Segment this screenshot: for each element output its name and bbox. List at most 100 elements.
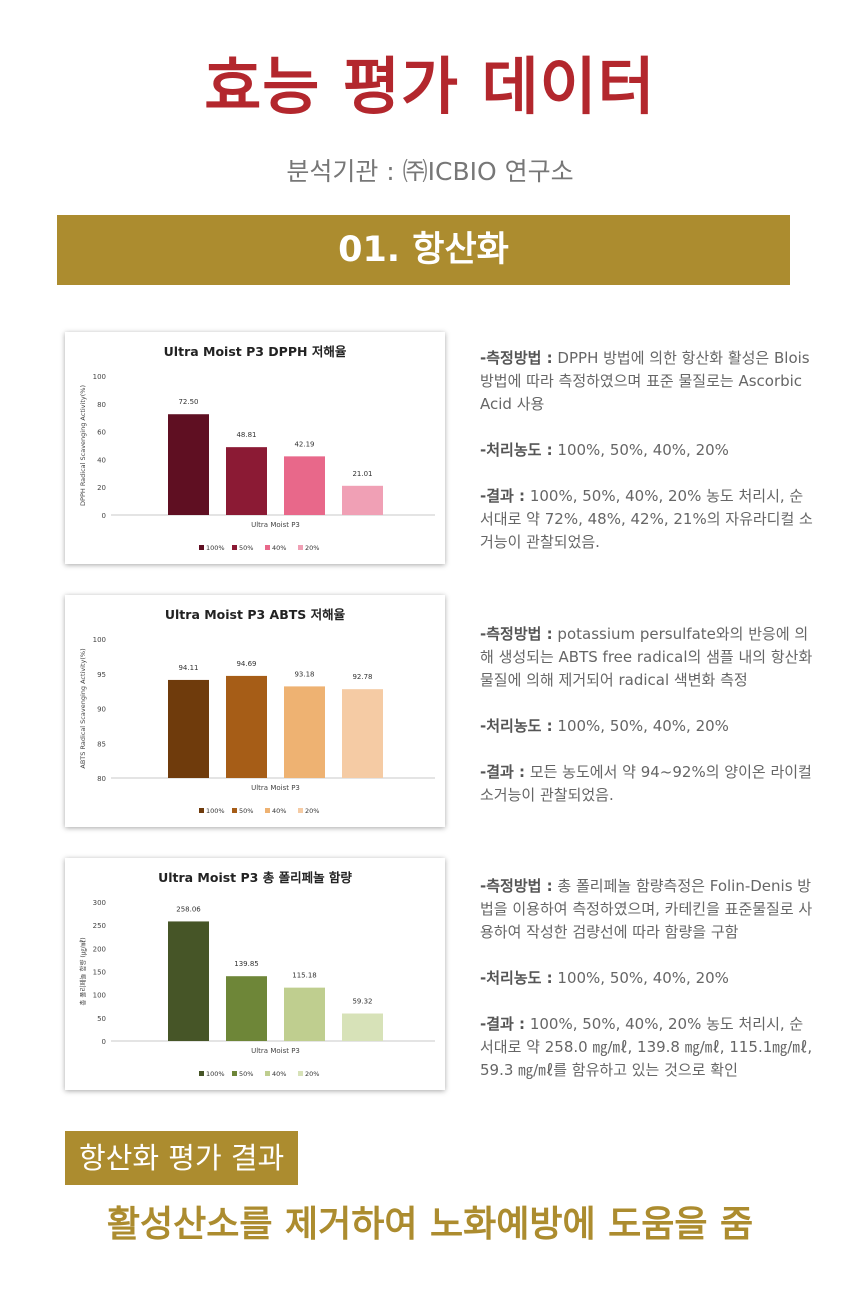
legend-label: 50% — [239, 1070, 253, 1078]
data-label: 94.69 — [236, 660, 256, 668]
legend-label: 100% — [206, 1070, 225, 1078]
y-tick-label: 200 — [93, 945, 106, 953]
chart-title: Ultra Moist P3 ABTS 저해율 — [165, 607, 346, 622]
dpph-chart: Ultra Moist P3 DPPH 저해율 0 20 40 60 80 100 DPPH … — [79, 344, 435, 552]
y-tick-label: 300 — [93, 899, 106, 907]
bar-40pct — [284, 456, 325, 515]
chart-card-polyphenol: Ultra Moist P3 총 폴리페놀 함량 0 50 100 150 200 250 3… — [65, 858, 445, 1090]
method-label: -측정방법 : — [480, 349, 553, 367]
legend-label: 50% — [239, 807, 253, 815]
method-text: DPPH 방법에 의한 항산화 활성은 Blois 방법에 따라 측정하였으며 … — [480, 349, 810, 413]
legend-label: 40% — [272, 544, 286, 552]
bar-20pct — [342, 689, 383, 778]
description-polyphenol: -측정방법 : 총 폴리페놀 함량측정은 Folin-Denis 방법을 이용하… — [480, 875, 815, 1082]
y-tick-label: 100 — [93, 636, 106, 644]
bar-50pct — [226, 447, 267, 515]
legend-swatch — [199, 1071, 204, 1076]
result-paragraph: -결과 : 100%, 50%, 40%, 20% 농도 처리시, 순서대로 약… — [480, 1013, 815, 1082]
y-tick-label: 250 — [93, 922, 106, 930]
legend-label: 100% — [206, 807, 225, 815]
legend-label: 50% — [239, 544, 253, 552]
y-tick-label: 0 — [102, 512, 106, 520]
legend-swatch — [232, 1071, 237, 1076]
result-paragraph: -결과 : 모든 농도에서 약 94~92%의 양이온 라이컬 소거능이 관찰되… — [480, 761, 815, 807]
legend-swatch — [265, 1071, 270, 1076]
data-label: 21.01 — [352, 470, 372, 478]
y-tick-label: 95 — [97, 671, 106, 679]
legend-label: 20% — [305, 1070, 319, 1078]
data-label: 59.32 — [352, 998, 372, 1006]
description-dpph: -측정방법 : DPPH 방법에 의한 항산화 활성은 Blois 방법에 따라… — [480, 347, 815, 554]
legend-label: 100% — [206, 544, 225, 552]
method-text: 총 폴리페놀 함량측정은 Folin-Denis 방법을 이용하여 측정하였으며… — [480, 877, 813, 941]
result-text: 100%, 50%, 40%, 20% 농도 처리시, 순서대로 약 258.0… — [480, 1015, 813, 1079]
data-label: 48.81 — [236, 431, 256, 439]
y-tick-label: 80 — [97, 401, 106, 409]
legend-label: 40% — [272, 807, 286, 815]
y-tick-label: 90 — [97, 706, 106, 714]
x-axis-label: Ultra Moist P3 — [251, 1047, 300, 1055]
result-label: -결과 : — [480, 487, 526, 505]
bar-100pct — [168, 679, 209, 778]
concentration-label: -처리농도 : — [480, 969, 553, 987]
chart-card-abts: Ultra Moist P3 ABTS 저해율 80 85 90 95 100 ABTS R… — [65, 595, 445, 827]
legend-swatch — [265, 808, 270, 813]
concentration-paragraph: -처리농도 : 100%, 50%, 40%, 20% — [480, 439, 815, 462]
data-label: 94.11 — [178, 664, 198, 672]
y-axis-label: 총 폴리페놀 함량 (㎍/㎖) — [78, 937, 88, 1005]
legend-swatch — [232, 545, 237, 550]
data-label: 258.06 — [176, 905, 201, 913]
data-label: 115.18 — [292, 972, 317, 980]
concentration-text: 100%, 50%, 40%, 20% — [552, 717, 729, 735]
bar-100pct — [168, 414, 209, 515]
method-label: -측정방법 : — [480, 625, 553, 643]
method-text: potassium persulfate와의 반응에 의해 생성되는 ABTS … — [480, 625, 813, 689]
y-axis-label: DPPH Radical Scavenging Activity(%) — [79, 385, 87, 506]
y-tick-label: 60 — [97, 429, 106, 437]
concentration-paragraph: -처리농도 : 100%, 50%, 40%, 20% — [480, 715, 815, 738]
legend-swatch — [298, 1071, 303, 1076]
concentration-label: -처리농도 : — [480, 441, 553, 459]
bar-20pct — [342, 1013, 383, 1041]
result-summary: 활성산소를 제거하여 노화예방에 도움을 줌 — [106, 1204, 754, 1245]
legend-swatch — [232, 808, 237, 813]
result-label: -결과 : — [480, 1015, 526, 1033]
legend-swatch — [265, 545, 270, 550]
y-axis-label: ABTS Radical Scavenging Activity(%) — [79, 648, 87, 768]
concentration-text: 100%, 50%, 40%, 20% — [552, 441, 729, 459]
legend-swatch — [298, 808, 303, 813]
chart-card-dpph: Ultra Moist P3 DPPH 저해율 0 20 40 60 80 100 DPPH … — [65, 332, 445, 564]
method-paragraph: -측정방법 : DPPH 방법에 의한 항산화 활성은 Blois 방법에 따라… — [480, 347, 815, 416]
legend-swatch — [199, 545, 204, 550]
y-tick-label: 150 — [93, 969, 106, 977]
method-label: -측정방법 : — [480, 877, 553, 895]
y-tick-label: 0 — [102, 1038, 106, 1046]
page-title: 효능 평가 데이터 — [204, 50, 656, 123]
data-label: 93.18 — [294, 670, 314, 678]
y-tick-label: 20 — [97, 484, 106, 492]
y-tick-label: 80 — [97, 775, 106, 783]
bar-40pct — [284, 686, 325, 778]
concentration-paragraph: -처리농도 : 100%, 50%, 40%, 20% — [480, 967, 815, 990]
bar-20pct — [342, 485, 383, 515]
bar-40pct — [284, 987, 325, 1041]
description-abts: -측정방법 : potassium persulfate와의 반응에 의해 생성… — [480, 623, 815, 807]
legend-label: 20% — [305, 544, 319, 552]
legend-swatch — [199, 808, 204, 813]
result-heading: 항산화 평가 결과 — [65, 1131, 299, 1185]
polyphenol-chart: Ultra Moist P3 총 폴리페놀 함량 0 50 100 150 200 250 3… — [78, 870, 435, 1078]
y-tick-label: 85 — [97, 740, 106, 748]
section-heading: 01. 항산화 — [57, 215, 790, 285]
analysis-org: 분석기관 : ㈜ICBIO 연구소 — [286, 157, 574, 186]
result-paragraph: -결과 : 100%, 50%, 40%, 20% 농도 처리시, 순서대로 약… — [480, 485, 815, 554]
x-axis-label: Ultra Moist P3 — [251, 521, 300, 529]
chart-title: Ultra Moist P3 총 폴리페놀 함량 — [158, 870, 352, 885]
y-tick-label: 50 — [97, 1015, 106, 1023]
data-label: 72.50 — [178, 398, 198, 406]
legend-label: 20% — [305, 807, 319, 815]
bar-50pct — [226, 675, 267, 778]
result-text: 모든 농도에서 약 94~92%의 양이온 라이컬 소거능이 관찰되었음. — [480, 763, 812, 804]
concentration-text: 100%, 50%, 40%, 20% — [552, 969, 729, 987]
chart-title: Ultra Moist P3 DPPH 저해율 — [164, 344, 347, 359]
concentration-label: -처리농도 : — [480, 717, 553, 735]
